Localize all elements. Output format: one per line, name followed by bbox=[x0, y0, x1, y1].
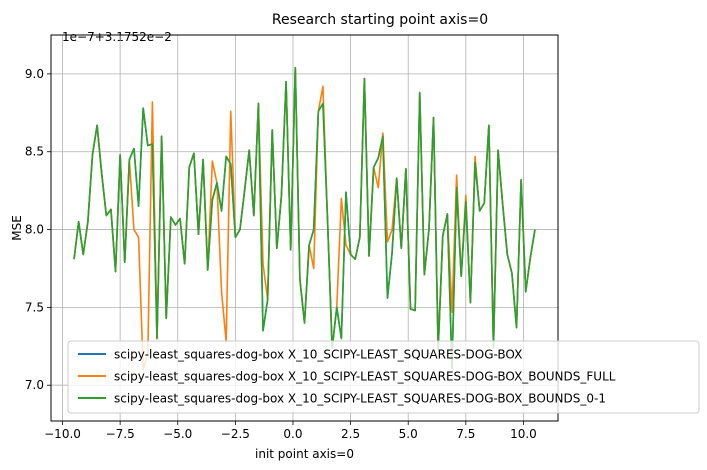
y-axis-label: MSE bbox=[10, 215, 24, 241]
x-tick-label: −10.0 bbox=[44, 427, 81, 441]
legend-entry-1: scipy-least_squares-dog-box X_10_SCIPY-L… bbox=[114, 370, 616, 384]
x-tick-label: 2.5 bbox=[341, 427, 360, 441]
y-tick-label: 7.5 bbox=[25, 300, 44, 314]
plot-frame bbox=[50, 34, 559, 422]
axis-ticks: −10.0 −7.5 −5.0 −2.5 0.0 2.5 5.0 7.5 10.0 7.0 7.5 8… bbox=[25, 67, 537, 441]
series-line-2 bbox=[73, 66, 536, 369]
legend-box bbox=[67, 340, 700, 414]
x-axis-label: init point axis=0 bbox=[255, 447, 354, 461]
legend-entry-0: scipy-least_squares-dog-box X_10_SCIPY-L… bbox=[114, 348, 522, 362]
x-tick-label: 7.5 bbox=[456, 427, 475, 441]
grid-lines bbox=[51, 35, 558, 421]
y-tick-label: 8.0 bbox=[25, 223, 44, 237]
x-tick-label: −2.5 bbox=[221, 427, 250, 441]
x-tick-label: 0.0 bbox=[283, 427, 302, 441]
legend: scipy-least_squares-dog-box X_10_SCIPY-L… bbox=[67, 340, 700, 414]
y-tick-label: 7.0 bbox=[25, 378, 44, 392]
legend-entry-2: scipy-least_squares-dog-box X_10_SCIPY-L… bbox=[114, 392, 606, 406]
x-tick-label: 10.0 bbox=[510, 427, 537, 441]
x-tick-label: −7.5 bbox=[106, 427, 135, 441]
x-tick-label: −5.0 bbox=[163, 427, 192, 441]
y-tick-label: 8.5 bbox=[25, 145, 44, 159]
x-tick-label: 5.0 bbox=[399, 427, 418, 441]
series-lines bbox=[73, 66, 536, 371]
chart-title: Research starting point axis=0 bbox=[272, 12, 488, 28]
y-offset-label: 1e−7+3.1752e−2 bbox=[62, 30, 172, 44]
y-tick-label: 9.0 bbox=[25, 67, 44, 81]
